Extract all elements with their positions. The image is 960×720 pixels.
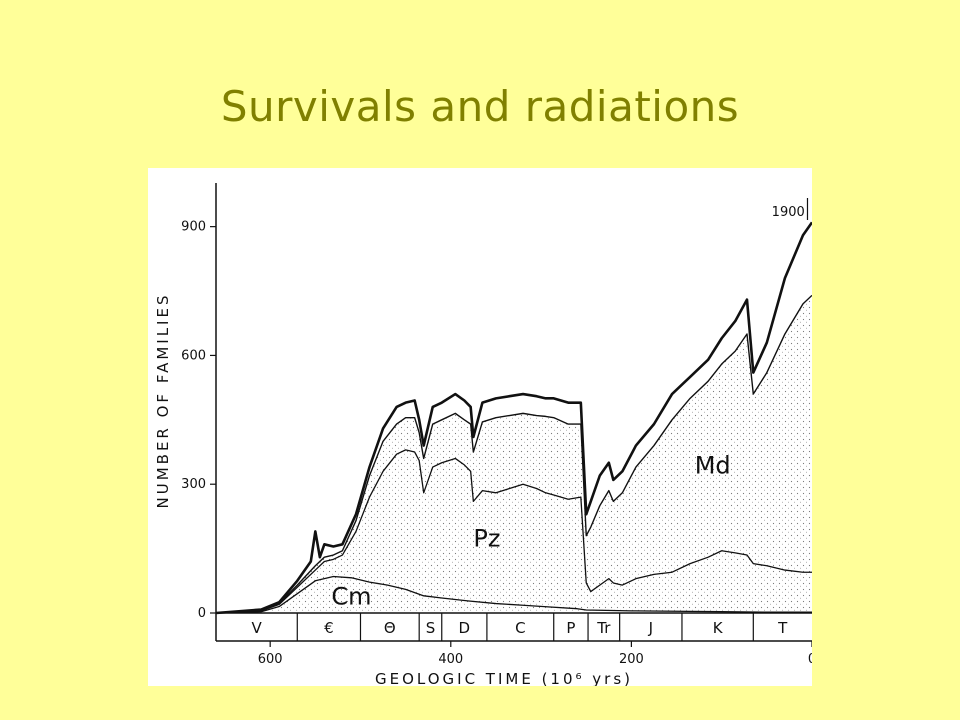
period-label: € — [324, 619, 334, 637]
x-axis-title: GEOLOGIC TIME (10⁶ yrs) — [375, 670, 633, 686]
fauna-label: Md — [695, 451, 731, 479]
slide-title: Survivals and radiations — [220, 82, 740, 131]
period-label: P — [566, 619, 575, 637]
diversity-chart: 0 300 600 900 600 400 200 0 V € Θ S D C P Tr J K T Cm Pz Md NU… — [148, 168, 812, 686]
fauna-label: Pz — [473, 524, 500, 552]
top-annotation: 1900 — [772, 205, 805, 220]
y-tick-label: 600 — [181, 348, 206, 363]
y-tick-label: 0 — [198, 606, 206, 621]
y-tick-label: 900 — [181, 220, 206, 235]
period-label: J — [648, 619, 653, 637]
period-label: T — [777, 619, 788, 637]
period-label: D — [459, 619, 471, 637]
fauna-label: Cm — [331, 582, 371, 610]
total-families-line — [215, 221, 812, 615]
modern-fauna-line — [215, 294, 812, 614]
x-tick-label: 0 — [808, 652, 812, 667]
period-label: S — [426, 619, 436, 637]
y-tick-label: 300 — [181, 477, 206, 492]
period-label: V — [252, 619, 263, 637]
stippled-area — [216, 295, 812, 613]
period-label: Tr — [596, 619, 611, 637]
cambrian-fauna-line — [215, 575, 812, 614]
period-label: Θ — [384, 619, 396, 637]
x-tick-label: 400 — [438, 652, 463, 667]
x-tick-label: 200 — [619, 652, 644, 667]
paleozoic-fauna-line — [215, 449, 812, 614]
y-axis-title: NUMBER OF FAMILIES — [154, 293, 172, 509]
period-label: K — [713, 619, 724, 637]
x-tick-label: 600 — [258, 652, 283, 667]
period-label: C — [515, 619, 525, 637]
